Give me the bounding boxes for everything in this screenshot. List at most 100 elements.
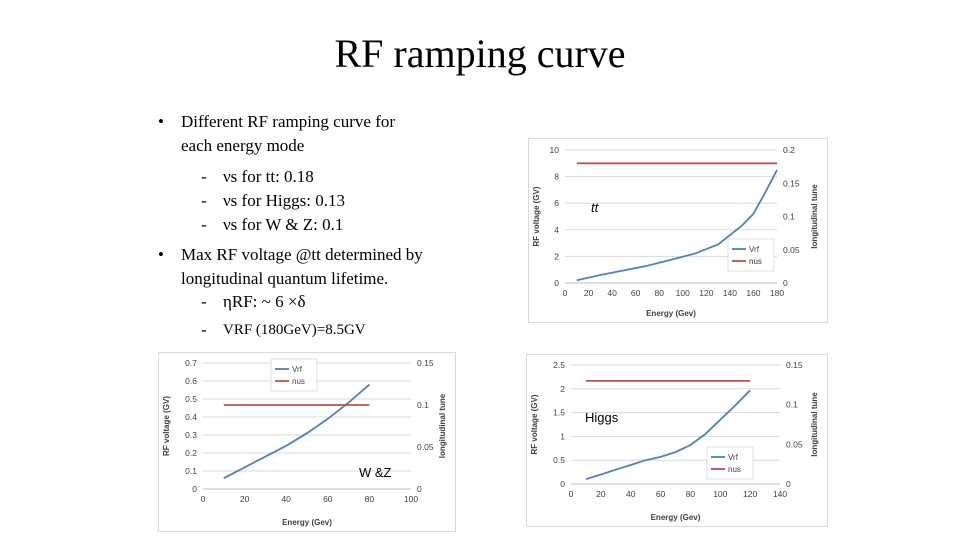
series-line-vrf [585,389,751,481]
y-tick-label: 0 [554,278,559,288]
x-tick-label: 120 [699,288,713,298]
x-tick-label: 80 [365,494,375,504]
x-tick-label: 160 [746,288,760,298]
x-axis-label: Energy (Gev) [651,513,701,522]
legend-label: Vrf [749,245,760,254]
y2-tick-label: 0.05 [786,439,803,449]
x-tick-label: 60 [631,288,641,298]
legend-label: Vrf [728,453,739,462]
y-axis-label: RF voltage (GV) [530,394,539,454]
y2-tick-label: 0 [417,484,422,494]
y-tick-label: 0 [192,484,197,494]
x-tick-label: 140 [773,489,787,499]
x-tick-label: 60 [656,489,666,499]
x-tick-label: 60 [323,494,333,504]
y-tick-label: 0.5 [185,394,197,404]
y-tick-label: 6 [554,198,559,208]
chart-higgs: 0 0.5 1 1.5 2 2.5 0 0.05 0.1 0.15 0 20 40 60 80 100 120 1… [526,354,828,527]
chart-annotation: tt [591,200,600,215]
y-tick-label: 2.5 [553,360,565,370]
x-tick-label: 20 [596,489,606,499]
legend-label: Vrf [292,365,303,374]
y2-tick-label: 0.15 [417,358,434,368]
y-tick-label: 0.4 [185,412,197,422]
chart-annotation: Higgs [585,410,619,425]
x-tick-label: 80 [654,288,664,298]
y-tick-label: 0.6 [185,376,197,386]
sub-dash: - [201,191,207,210]
y2-axis-label: longitudinal tune [810,184,819,249]
legend-label: nus [728,465,741,474]
series-line-vrf [576,169,778,282]
y2-tick-label: 0.1 [783,212,795,222]
y2-tick-label: 0.2 [783,145,795,155]
x-tick-label: 0 [563,288,568,298]
y-tick-label: 0.2 [185,448,197,458]
chart-annotation: W &Z [359,465,392,480]
bullet-2-line-1: Max RF voltage @tt determined by [181,245,423,264]
y-tick-label: 10 [550,145,560,155]
sub-dash: - [201,215,207,234]
x-tick-label: 40 [626,489,636,499]
y-axis-label: RF voltage (GV) [532,186,541,246]
sub-dash: - [201,320,207,339]
legend-box [706,446,754,480]
y-tick-label: 2 [560,384,565,394]
x-axis-label: Energy (Gev) [282,518,332,527]
x-tick-label: 80 [686,489,696,499]
y-tick-label: 2 [554,251,559,261]
x-axis-label: Energy (Gev) [646,309,696,318]
legend-label: nus [749,257,762,266]
y-tick-label: 0.1 [185,466,197,476]
sub-bullet-tt: νs for tt: 0.18 [223,167,314,186]
y-tick-label: 0.3 [185,430,197,440]
x-tick-label: 0 [569,489,574,499]
y-tick-label: 0.5 [553,455,565,465]
bullet-2-line-2: longitudinal quantum lifetime. [181,269,389,288]
x-tick-label: 140 [723,288,737,298]
y2-axis-label: longitudinal tune [438,393,447,458]
y2-axis-label: longitudinal tune [810,392,819,457]
legend-box [270,358,318,392]
sub-dash: - [201,292,207,311]
sub-bullet-eta: ηRF: ~ 6 ×δ [223,292,306,311]
sub-bullet-vrf: VRF (180GeV)=8.5GV [223,322,366,338]
sub-bullet-wz: νs for W & Z: 0.1 [223,215,344,234]
slide-title: RF ramping curve [334,31,626,76]
bullet-marker: • [158,245,164,264]
y2-tick-label: 0.15 [786,360,803,370]
bullet-1-line-1: Different RF ramping curve for [181,112,396,131]
x-tick-label: 0 [201,494,206,504]
legend-label: nus [292,377,305,386]
y-tick-label: 1 [560,431,565,441]
y-tick-label: 0 [560,479,565,489]
y2-tick-label: 0.1 [786,400,798,410]
chart-svg: 0 0.1 0.2 0.3 0.4 0.5 0.6 0.7 0 0.05 0.1 0.15 0 20 40 6… [162,358,447,527]
bullet-1-line-2: each energy mode [181,136,305,155]
x-tick-label: 20 [584,288,594,298]
x-tick-label: 20 [240,494,250,504]
sub-dash: - [201,167,207,186]
x-tick-label: 100 [404,494,418,504]
chart-wz: 0 0.1 0.2 0.3 0.4 0.5 0.6 0.7 0 0.05 0.1 0.15 0 20 40 6… [158,352,456,532]
y-tick-label: 0.7 [185,358,197,368]
y2-tick-label: 0.15 [783,178,800,188]
y-tick-label: 8 [554,172,559,182]
y2-tick-label: 0 [783,278,788,288]
y-tick-label: 1.5 [553,408,565,418]
y-axis-label: RF voltage (GV) [162,396,171,456]
sub-bullet-higgs: νs for Higgs: 0.13 [223,191,345,210]
chart-svg: 0 0.5 1 1.5 2 2.5 0 0.05 0.1 0.15 0 20 40 60 80 100 120 1… [530,360,819,522]
y2-tick-label: 0.1 [417,400,429,410]
chart-tt: 0 2 4 6 8 10 0 0.05 0.1 0.15 0.2 0 20 40 60 80 100 120 140… [528,138,828,323]
x-tick-label: 40 [281,494,291,504]
x-tick-label: 40 [607,288,617,298]
bullet-marker: • [158,112,164,131]
x-tick-label: 100 [676,288,690,298]
y2-tick-label: 0.05 [417,442,434,452]
x-tick-label: 180 [770,288,784,298]
x-tick-label: 100 [713,489,727,499]
legend-box [727,238,775,272]
y2-tick-label: 0 [786,479,791,489]
